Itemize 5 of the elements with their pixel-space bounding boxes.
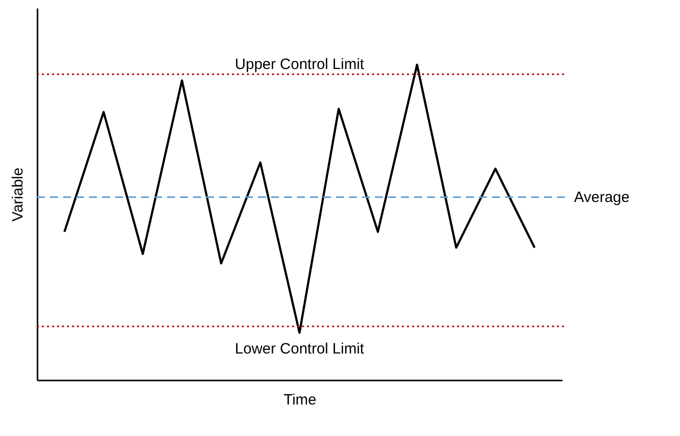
ref-line-label: Average — [574, 189, 630, 206]
x-axis-title: Time — [284, 392, 316, 408]
y-axis-title: Variable — [10, 168, 26, 222]
ref-line-label: Lower Control Limit — [234, 340, 365, 358]
ref-line-label: Upper Control Limit — [234, 56, 365, 74]
